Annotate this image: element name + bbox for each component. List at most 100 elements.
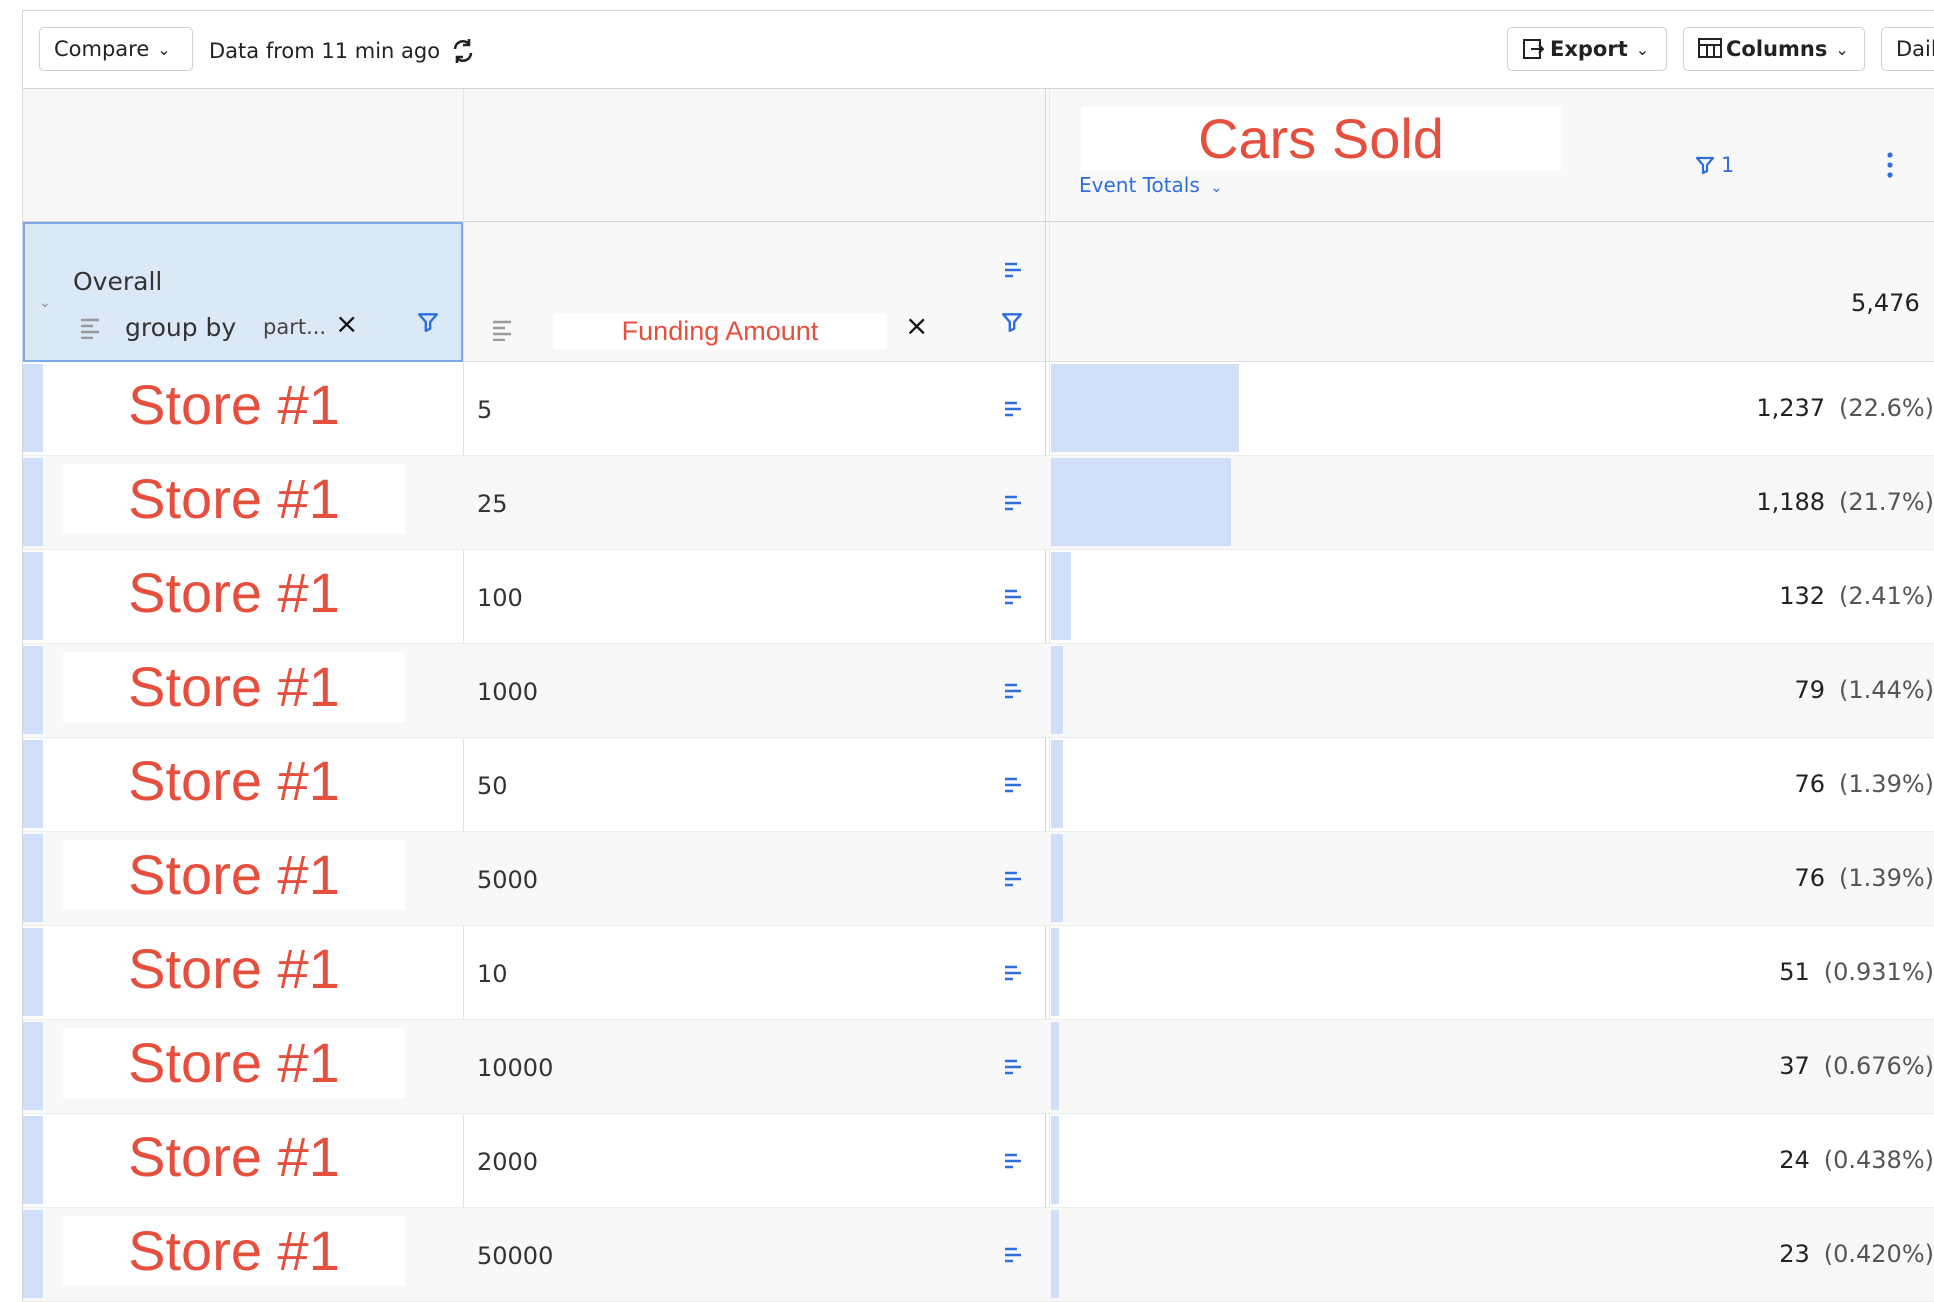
sort-lines-icon[interactable] (1003, 964, 1023, 982)
export-icon (1523, 39, 1544, 59)
sort-lines-icon[interactable] (1003, 1246, 1023, 1264)
row-count: 76 (1794, 770, 1826, 798)
row-percentage: (0.676%) (1823, 1052, 1934, 1080)
sort-lines-icon[interactable] (491, 319, 515, 341)
chevron-down-icon[interactable]: ⌄ (39, 295, 51, 311)
row-count: 1,237 (1756, 394, 1826, 422)
breakdown-property[interactable]: Funding Amount (553, 313, 887, 349)
share-bar (1051, 1116, 1059, 1204)
row-color-indicator (23, 834, 43, 922)
table-row[interactable]: Store #1 25 1,188 (21.7%) (23, 456, 1934, 550)
close-icon[interactable]: × (335, 307, 359, 340)
table-row[interactable]: Store #1 1000 79 (1.44%) (23, 644, 1934, 738)
filter-icon[interactable] (1001, 311, 1023, 333)
sort-lines-icon[interactable] (1003, 494, 1023, 512)
aggregation-selector[interactable]: Event Totals ⌄ (1079, 173, 1223, 197)
columns-button[interactable]: Columns ⌄ (1683, 27, 1865, 71)
row-label: Store #1 (63, 1216, 405, 1286)
row-count: 23 (1779, 1240, 1810, 1268)
share-bar (1051, 458, 1231, 546)
row-percentage: (21.7%) (1839, 488, 1934, 516)
group-by-label: group by (125, 313, 237, 342)
share-bar (1051, 646, 1063, 734)
row-color-indicator (23, 364, 43, 452)
row-value: 24 (0.438%) (1779, 1146, 1934, 1174)
columns-label: Columns (1726, 37, 1828, 61)
chevron-down-icon: ⌄ (1835, 39, 1849, 59)
share-bar (1051, 1022, 1059, 1110)
row-count: 76 (1794, 864, 1826, 892)
row-label: Store #1 (63, 652, 405, 722)
row-value: 37 (0.676%) (1779, 1052, 1934, 1080)
funding-amount-value: 100 (477, 584, 523, 612)
row-count: 51 (1779, 958, 1810, 986)
row-color-indicator (23, 740, 43, 828)
row-value: 51 (0.931%) (1779, 958, 1934, 986)
sort-lines-icon[interactable] (1003, 400, 1023, 418)
overall-cell[interactable] (23, 222, 463, 362)
chevron-down-icon: ⌄ (1635, 39, 1650, 59)
row-label: Store #1 (63, 558, 405, 628)
export-label: Export (1550, 37, 1628, 61)
metric-filter-button[interactable]: 1 (1695, 153, 1734, 177)
table-row[interactable]: Store #1 10000 37 (0.676%) (23, 1020, 1934, 1114)
group-by-value[interactable]: part... (263, 315, 327, 339)
share-bar (1051, 834, 1063, 922)
row-color-indicator (23, 458, 43, 546)
metric-title[interactable]: Cars Sold (1081, 107, 1561, 171)
row-value: 76 (1.39%) (1794, 770, 1934, 798)
funding-amount-value: 10 (477, 960, 508, 988)
table-row[interactable]: Store #1 100 132 (2.41%) (23, 550, 1934, 644)
row-count: 132 (1779, 582, 1826, 610)
sort-lines-icon[interactable] (1003, 1058, 1023, 1076)
row-count: 1,188 (1756, 488, 1826, 516)
row-color-indicator (23, 552, 43, 640)
row-label: Store #1 (63, 1122, 405, 1192)
table-row[interactable]: Store #1 10 51 (0.931%) (23, 926, 1934, 1020)
row-percentage: (1.44%) (1839, 676, 1934, 704)
close-icon[interactable]: × (905, 309, 929, 342)
row-value: 79 (1.44%) (1794, 676, 1934, 704)
chevron-down-icon: ⌄ (1210, 178, 1223, 196)
column-header-row (23, 89, 1934, 222)
table-row[interactable]: Store #1 50000 23 (0.420%) (23, 1208, 1934, 1302)
filter-icon[interactable] (417, 311, 439, 333)
row-percentage: (1.39%) (1839, 770, 1934, 798)
compare-button[interactable]: Compare ⌄ (39, 27, 193, 71)
row-count: 37 (1779, 1052, 1810, 1080)
row-value: 132 (2.41%) (1779, 582, 1934, 610)
row-percentage: (0.931%) (1823, 958, 1934, 986)
row-count: 24 (1779, 1146, 1810, 1174)
sort-lines-icon[interactable] (1003, 682, 1023, 700)
report-frame: Compare ⌄ Data from 11 min ago Export ⌄ … (22, 10, 1934, 1302)
refresh-icon[interactable] (447, 35, 479, 67)
row-percentage: (22.6%) (1839, 394, 1934, 422)
interval-label: Dail (1896, 37, 1934, 61)
table-row[interactable]: Store #1 2000 24 (0.438%) (23, 1114, 1934, 1208)
sort-lines-icon[interactable] (1003, 870, 1023, 888)
row-value: 23 (0.420%) (1779, 1240, 1934, 1268)
funding-amount-value: 2000 (477, 1148, 539, 1176)
interval-button[interactable]: Dail (1881, 27, 1934, 71)
sort-lines-icon[interactable] (1003, 1152, 1023, 1170)
table-row[interactable]: Store #1 5 1,237 (22.6%) (23, 362, 1934, 456)
row-value: 76 (1.39%) (1794, 864, 1934, 892)
sort-lines-icon (81, 318, 99, 339)
export-button[interactable]: Export ⌄ (1507, 27, 1667, 71)
table-row[interactable]: Store #1 50 76 (1.39%) (23, 738, 1934, 832)
sort-lines-icon[interactable] (1003, 776, 1023, 794)
row-label: Store #1 (63, 746, 405, 816)
table-row[interactable]: Store #1 5000 76 (1.39%) (23, 832, 1934, 926)
row-percentage: (0.438%) (1823, 1146, 1934, 1174)
funding-amount-value: 50000 (477, 1242, 554, 1270)
filter-count-label: 1 (1721, 153, 1735, 177)
segment-label: Overall (73, 267, 163, 296)
kebab-icon[interactable] (1885, 151, 1895, 179)
sort-lines-icon[interactable] (1003, 588, 1023, 606)
funding-amount-value: 50 (477, 772, 508, 800)
share-bar (1051, 364, 1239, 452)
sort-lines-icon[interactable] (1003, 261, 1023, 281)
share-bar (1051, 928, 1059, 1016)
compare-label: Compare (54, 37, 150, 61)
row-label: Store #1 (63, 1028, 405, 1098)
